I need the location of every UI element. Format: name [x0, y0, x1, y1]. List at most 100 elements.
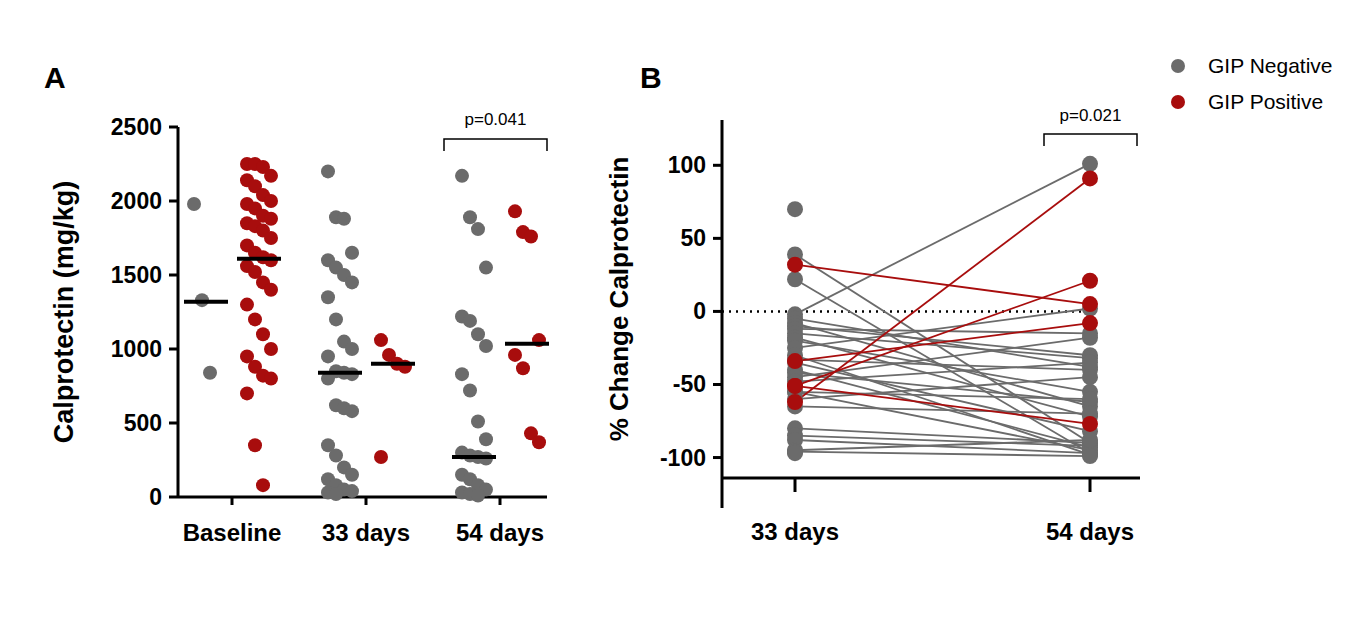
data-point: [345, 275, 359, 289]
data-point: [264, 342, 278, 356]
data-point: [264, 169, 278, 183]
pair-line: [795, 254, 1090, 442]
x-tick-label: 54 days: [1046, 518, 1134, 545]
data-point: [532, 435, 546, 449]
pair-line: [795, 386, 1090, 424]
data-point: [374, 333, 388, 347]
plot-area: [722, 156, 1098, 464]
data-point: [1082, 391, 1098, 407]
median-bar: [237, 257, 281, 261]
data-point: [463, 210, 477, 224]
data-point: [787, 378, 803, 394]
data-point: [329, 312, 343, 326]
data-point: [787, 378, 803, 394]
p-value: p=0.041: [465, 110, 527, 129]
y-axis: [177, 127, 180, 497]
data-point: [479, 261, 493, 275]
data-point: [1082, 355, 1098, 371]
x-tick: [794, 478, 797, 492]
y-tick: [169, 422, 178, 425]
data-point: [264, 212, 278, 226]
median-bar: [505, 342, 549, 346]
data-point: [471, 489, 485, 503]
data-point: [1082, 315, 1098, 331]
data-point: [240, 386, 254, 400]
significance-bracket: [1044, 134, 1137, 146]
pair-line: [795, 326, 1090, 355]
data-point: [787, 353, 803, 369]
x-tick: [1089, 478, 1092, 492]
pair-line: [795, 323, 1090, 406]
data-point: [455, 169, 469, 183]
data-point: [321, 290, 335, 304]
data-point: [455, 367, 469, 381]
data-point: [264, 231, 278, 245]
x-tick: [499, 497, 502, 505]
data-point: [264, 372, 278, 386]
data-point: [1082, 416, 1098, 432]
pair-line: [795, 281, 1090, 386]
plot-area: [184, 157, 549, 503]
data-point: [240, 298, 254, 312]
reference-line: [722, 310, 1090, 313]
data-point: [345, 404, 359, 418]
pair-line: [795, 333, 1090, 358]
pair-line: [795, 440, 1090, 453]
pair-line: [795, 373, 1090, 402]
data-point: [471, 327, 485, 341]
pair-line: [795, 377, 1090, 399]
pair-line: [795, 178, 1090, 402]
data-point: [321, 349, 335, 363]
y-tick-label: 1500: [111, 262, 162, 288]
data-point: [264, 283, 278, 297]
y-tick: [169, 274, 178, 277]
y-tick-label: 1000: [111, 336, 162, 362]
data-point: [524, 230, 538, 244]
data-point: [187, 197, 201, 211]
data-point: [345, 468, 359, 482]
legend-marker: [1171, 95, 1185, 109]
data-point: [508, 204, 522, 218]
legend-marker: [1171, 59, 1185, 73]
legend-label: GIP Positive: [1208, 90, 1323, 113]
y-tick: [169, 200, 178, 203]
y-tick-label: -50: [673, 371, 706, 397]
data-point: [337, 212, 351, 226]
median-bar: [184, 300, 228, 304]
y-axis-label: Calprotectin (mg/kg): [49, 181, 79, 444]
data-point: [787, 271, 803, 287]
x-tick-label: 54 days: [456, 519, 544, 546]
y-tick-label: 0: [149, 484, 162, 510]
data-point: [345, 246, 359, 260]
x-tick: [365, 497, 368, 505]
y-tick: [713, 383, 722, 386]
median-bar: [371, 362, 415, 366]
x-tick-label: Baseline: [183, 519, 282, 546]
data-point: [1082, 273, 1098, 289]
median-bar: [318, 371, 362, 375]
y-axis-extension: [721, 478, 724, 508]
legend: GIP NegativeGIP Positive: [1171, 54, 1333, 113]
panel-label: B: [640, 61, 662, 94]
data-point: [787, 201, 803, 217]
x-tick: [231, 497, 234, 505]
data-point: [1082, 432, 1098, 448]
y-tick-label: 2500: [111, 114, 162, 140]
y-tick-label: -100: [660, 445, 706, 471]
data-point: [1082, 170, 1098, 186]
y-tick: [713, 164, 722, 167]
data-point: [321, 164, 335, 178]
data-point: [463, 383, 477, 397]
data-point: [203, 366, 217, 380]
p-value: p=0.021: [1060, 106, 1122, 125]
y-tick-label: 0: [693, 298, 706, 324]
y-tick: [713, 456, 722, 459]
y-tick: [169, 496, 178, 499]
pair-line: [795, 341, 1090, 392]
y-tick-label: 500: [124, 410, 162, 436]
data-point: [248, 438, 262, 452]
data-point: [1082, 296, 1098, 312]
x-axis: [722, 477, 1140, 480]
data-point: [516, 361, 530, 375]
y-axis: [721, 120, 724, 478]
